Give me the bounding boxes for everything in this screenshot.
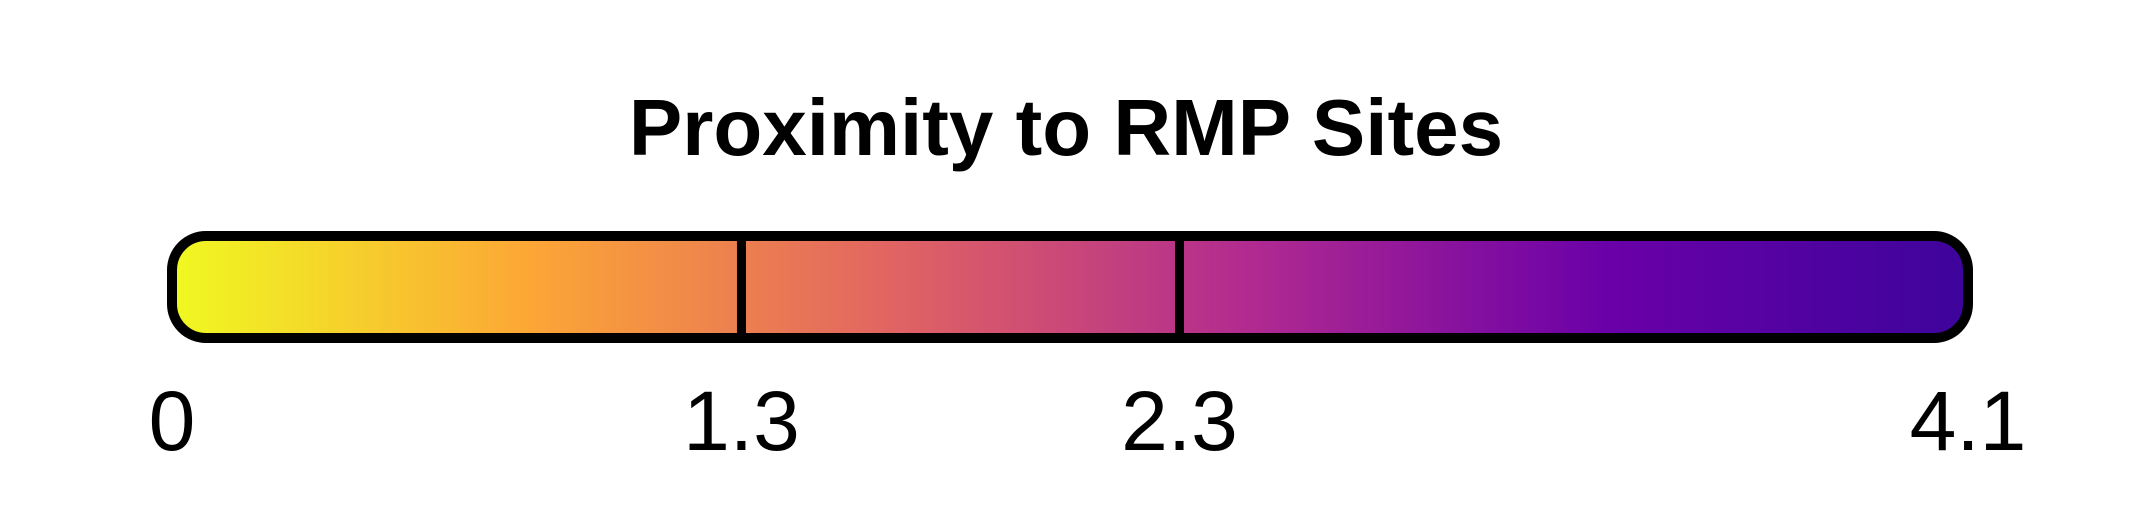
color-ramp-bar bbox=[172, 236, 1968, 338]
tick-label: 0 bbox=[149, 374, 196, 468]
tick-label: 2.3 bbox=[1121, 374, 1238, 468]
color-bar-outline bbox=[167, 231, 1973, 343]
tick-labels: 0 1.3 2.3 4.1 bbox=[149, 374, 2027, 468]
legend-title: Proximity to RMP Sites bbox=[629, 83, 1503, 172]
tick-label: 1.3 bbox=[683, 374, 800, 468]
break-lines bbox=[736, 236, 1185, 338]
tick-label: 4.1 bbox=[1910, 374, 2027, 468]
